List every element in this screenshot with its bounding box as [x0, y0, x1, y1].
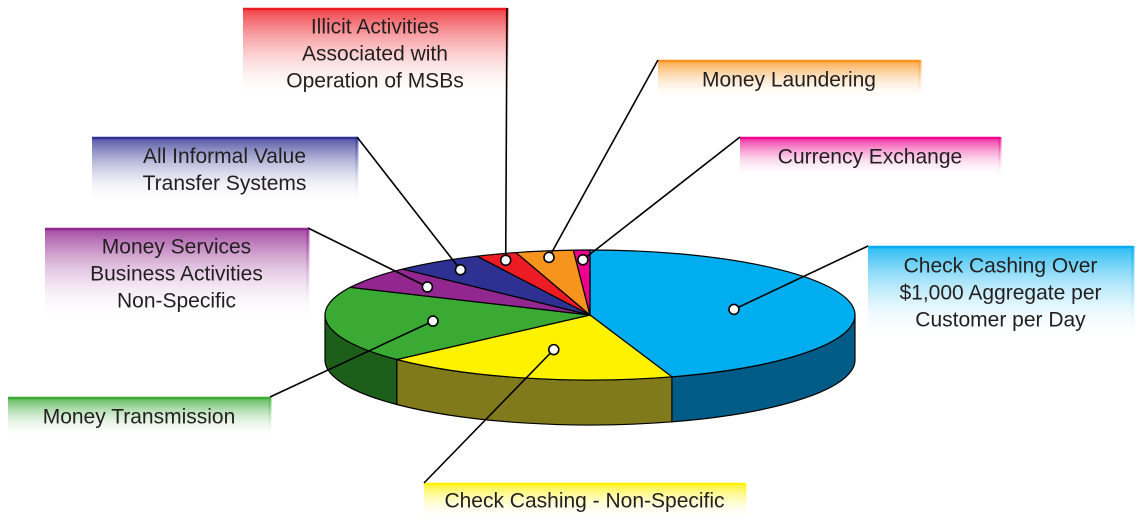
slice-label: $1,000 Aggregate per	[899, 282, 1101, 305]
leader-line	[548, 59, 659, 258]
label-box	[243, 8, 507, 100]
label-box	[740, 137, 1000, 177]
label-box	[424, 483, 745, 519]
label-edge	[998, 137, 1002, 177]
slice-label: Illicit Activities	[311, 16, 439, 39]
label-box	[45, 228, 308, 320]
slice-label: Business Activities	[90, 263, 263, 286]
leader-dot	[454, 263, 467, 276]
leader-dot	[543, 251, 555, 264]
leader-dot	[499, 254, 512, 267]
leader-line	[733, 245, 869, 311]
label-edge	[918, 60, 922, 100]
leader-dot	[577, 253, 589, 266]
slice-label: Check Cashing - Non-Specific	[444, 490, 724, 513]
label-box	[868, 246, 1133, 340]
pie-slice	[324, 286, 591, 361]
leader-dot	[547, 343, 560, 356]
leader-dot	[728, 303, 740, 316]
slice-label: Associated with	[302, 43, 448, 66]
label-edge	[743, 483, 747, 519]
slice-label: Money Laundering	[702, 69, 876, 92]
leader-line	[356, 136, 462, 271]
slice-label: Operation of MSBs	[286, 70, 463, 93]
slice-label: Money Transmission	[43, 406, 236, 429]
slice-label: Money Services	[102, 236, 251, 259]
leader-line	[504, 7, 508, 261]
label-edge	[1131, 246, 1135, 340]
leader-dot	[421, 281, 434, 293]
slice-label: Customer per Day	[915, 309, 1086, 332]
label-edge	[268, 397, 272, 437]
label-box	[8, 397, 270, 437]
slice-label: Check Cashing Over	[904, 255, 1098, 278]
pie-slice	[589, 249, 856, 378]
leader-line	[582, 136, 741, 261]
slice-label: Transfer Systems	[143, 172, 307, 195]
slice-label: Non-Specific	[117, 290, 236, 313]
pie-slice	[396, 314, 674, 381]
label-edge	[355, 137, 359, 203]
label-edge	[306, 228, 310, 320]
label-box	[92, 137, 357, 203]
pie-slice	[572, 249, 591, 316]
leader-line	[423, 349, 555, 484]
slice-label: All Informal Value	[143, 145, 306, 168]
label-box	[658, 60, 920, 100]
slice-label: Currency Exchange	[778, 146, 962, 169]
leader-dot	[427, 315, 439, 327]
leader-line	[307, 227, 428, 288]
leader-line	[269, 320, 434, 398]
